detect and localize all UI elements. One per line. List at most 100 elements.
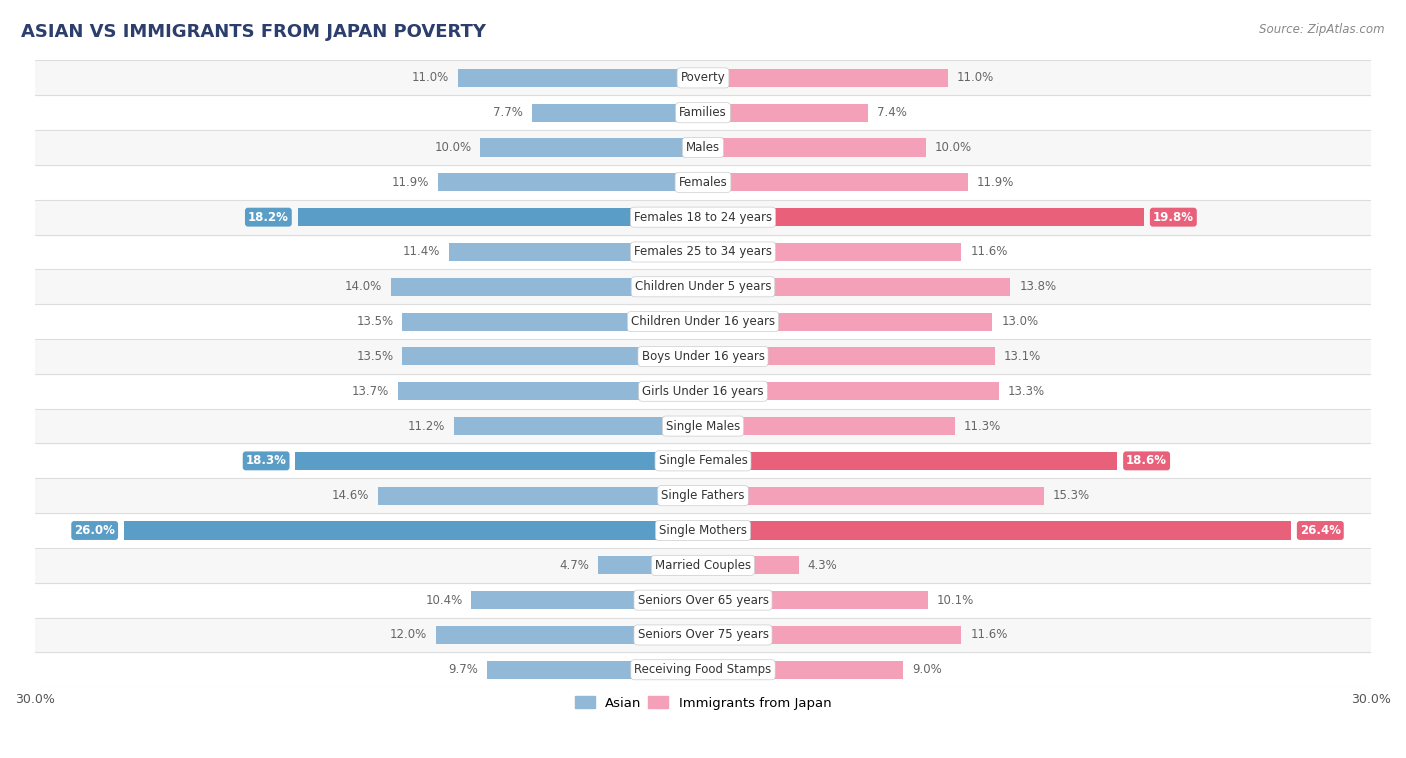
Text: 10.0%: 10.0% bbox=[434, 141, 471, 154]
Text: 11.0%: 11.0% bbox=[957, 71, 994, 84]
Text: 14.0%: 14.0% bbox=[344, 280, 382, 293]
Bar bbox=[481, 139, 703, 157]
Bar bbox=[35, 96, 1371, 130]
Bar bbox=[703, 487, 1043, 505]
Bar bbox=[703, 69, 948, 87]
Text: 10.4%: 10.4% bbox=[425, 594, 463, 606]
Text: Seniors Over 65 years: Seniors Over 65 years bbox=[637, 594, 769, 606]
Bar bbox=[703, 591, 928, 609]
Bar bbox=[703, 452, 1118, 470]
Bar bbox=[486, 661, 703, 679]
Text: 13.3%: 13.3% bbox=[1008, 385, 1045, 398]
Text: 13.0%: 13.0% bbox=[1001, 315, 1039, 328]
Text: Families: Families bbox=[679, 106, 727, 119]
Bar bbox=[35, 513, 1371, 548]
Bar bbox=[402, 312, 703, 330]
Bar bbox=[124, 522, 703, 540]
Bar bbox=[703, 174, 967, 191]
Bar bbox=[703, 104, 868, 122]
Text: 12.0%: 12.0% bbox=[389, 628, 427, 641]
Legend: Asian, Immigrants from Japan: Asian, Immigrants from Japan bbox=[569, 691, 837, 715]
Text: Females 18 to 24 years: Females 18 to 24 years bbox=[634, 211, 772, 224]
Text: Single Mothers: Single Mothers bbox=[659, 524, 747, 537]
Bar bbox=[378, 487, 703, 505]
Text: 18.6%: 18.6% bbox=[1126, 454, 1167, 468]
Text: 10.1%: 10.1% bbox=[936, 594, 974, 606]
Bar bbox=[703, 312, 993, 330]
Bar bbox=[703, 139, 925, 157]
Text: Poverty: Poverty bbox=[681, 71, 725, 84]
Bar bbox=[298, 208, 703, 226]
Bar bbox=[35, 61, 1371, 96]
Text: 4.3%: 4.3% bbox=[807, 559, 838, 572]
Bar bbox=[35, 443, 1371, 478]
Text: 18.3%: 18.3% bbox=[246, 454, 287, 468]
Text: 11.0%: 11.0% bbox=[412, 71, 449, 84]
Bar bbox=[439, 174, 703, 191]
Text: Single Fathers: Single Fathers bbox=[661, 489, 745, 503]
Text: 4.7%: 4.7% bbox=[560, 559, 589, 572]
Text: 26.4%: 26.4% bbox=[1299, 524, 1341, 537]
Text: 13.8%: 13.8% bbox=[1019, 280, 1056, 293]
Bar bbox=[703, 417, 955, 435]
Bar bbox=[35, 409, 1371, 443]
Bar bbox=[35, 200, 1371, 234]
Text: Seniors Over 75 years: Seniors Over 75 years bbox=[637, 628, 769, 641]
Bar bbox=[402, 347, 703, 365]
Bar bbox=[703, 556, 799, 575]
Bar bbox=[391, 277, 703, 296]
Bar bbox=[35, 583, 1371, 618]
Bar bbox=[531, 104, 703, 122]
Text: 7.4%: 7.4% bbox=[877, 106, 907, 119]
Text: ASIAN VS IMMIGRANTS FROM JAPAN POVERTY: ASIAN VS IMMIGRANTS FROM JAPAN POVERTY bbox=[21, 23, 486, 41]
Text: Girls Under 16 years: Girls Under 16 years bbox=[643, 385, 763, 398]
Bar bbox=[35, 339, 1371, 374]
Text: 11.9%: 11.9% bbox=[977, 176, 1014, 189]
Text: 7.7%: 7.7% bbox=[492, 106, 523, 119]
Text: Source: ZipAtlas.com: Source: ZipAtlas.com bbox=[1260, 23, 1385, 36]
Text: 13.1%: 13.1% bbox=[1004, 350, 1040, 363]
Bar bbox=[454, 417, 703, 435]
Text: Females: Females bbox=[679, 176, 727, 189]
Bar bbox=[703, 277, 1011, 296]
Text: Boys Under 16 years: Boys Under 16 years bbox=[641, 350, 765, 363]
Bar bbox=[703, 347, 994, 365]
Bar bbox=[703, 626, 962, 644]
Bar bbox=[35, 130, 1371, 165]
Text: 11.3%: 11.3% bbox=[963, 419, 1001, 433]
Text: 11.6%: 11.6% bbox=[970, 628, 1008, 641]
Bar bbox=[703, 382, 1000, 400]
Text: 13.5%: 13.5% bbox=[356, 350, 394, 363]
Bar bbox=[703, 243, 962, 261]
Bar bbox=[35, 304, 1371, 339]
Text: Females 25 to 34 years: Females 25 to 34 years bbox=[634, 246, 772, 258]
Bar bbox=[458, 69, 703, 87]
Text: 26.0%: 26.0% bbox=[75, 524, 115, 537]
Bar bbox=[35, 234, 1371, 269]
Text: 11.9%: 11.9% bbox=[392, 176, 429, 189]
Bar bbox=[703, 661, 904, 679]
Text: 15.3%: 15.3% bbox=[1053, 489, 1090, 503]
Bar bbox=[449, 243, 703, 261]
Bar bbox=[35, 478, 1371, 513]
Bar bbox=[295, 452, 703, 470]
Text: Single Males: Single Males bbox=[666, 419, 740, 433]
Text: Married Couples: Married Couples bbox=[655, 559, 751, 572]
Bar bbox=[436, 626, 703, 644]
Bar bbox=[398, 382, 703, 400]
Bar bbox=[35, 269, 1371, 304]
Text: 9.7%: 9.7% bbox=[449, 663, 478, 676]
Text: 11.6%: 11.6% bbox=[970, 246, 1008, 258]
Text: Males: Males bbox=[686, 141, 720, 154]
Bar bbox=[35, 374, 1371, 409]
Text: 11.4%: 11.4% bbox=[404, 246, 440, 258]
Bar bbox=[35, 548, 1371, 583]
Text: Receiving Food Stamps: Receiving Food Stamps bbox=[634, 663, 772, 676]
Text: Children Under 16 years: Children Under 16 years bbox=[631, 315, 775, 328]
Text: Single Females: Single Females bbox=[658, 454, 748, 468]
Text: 13.7%: 13.7% bbox=[352, 385, 389, 398]
Text: 10.0%: 10.0% bbox=[935, 141, 972, 154]
Bar bbox=[35, 165, 1371, 200]
Text: 9.0%: 9.0% bbox=[912, 663, 942, 676]
Bar bbox=[35, 653, 1371, 688]
